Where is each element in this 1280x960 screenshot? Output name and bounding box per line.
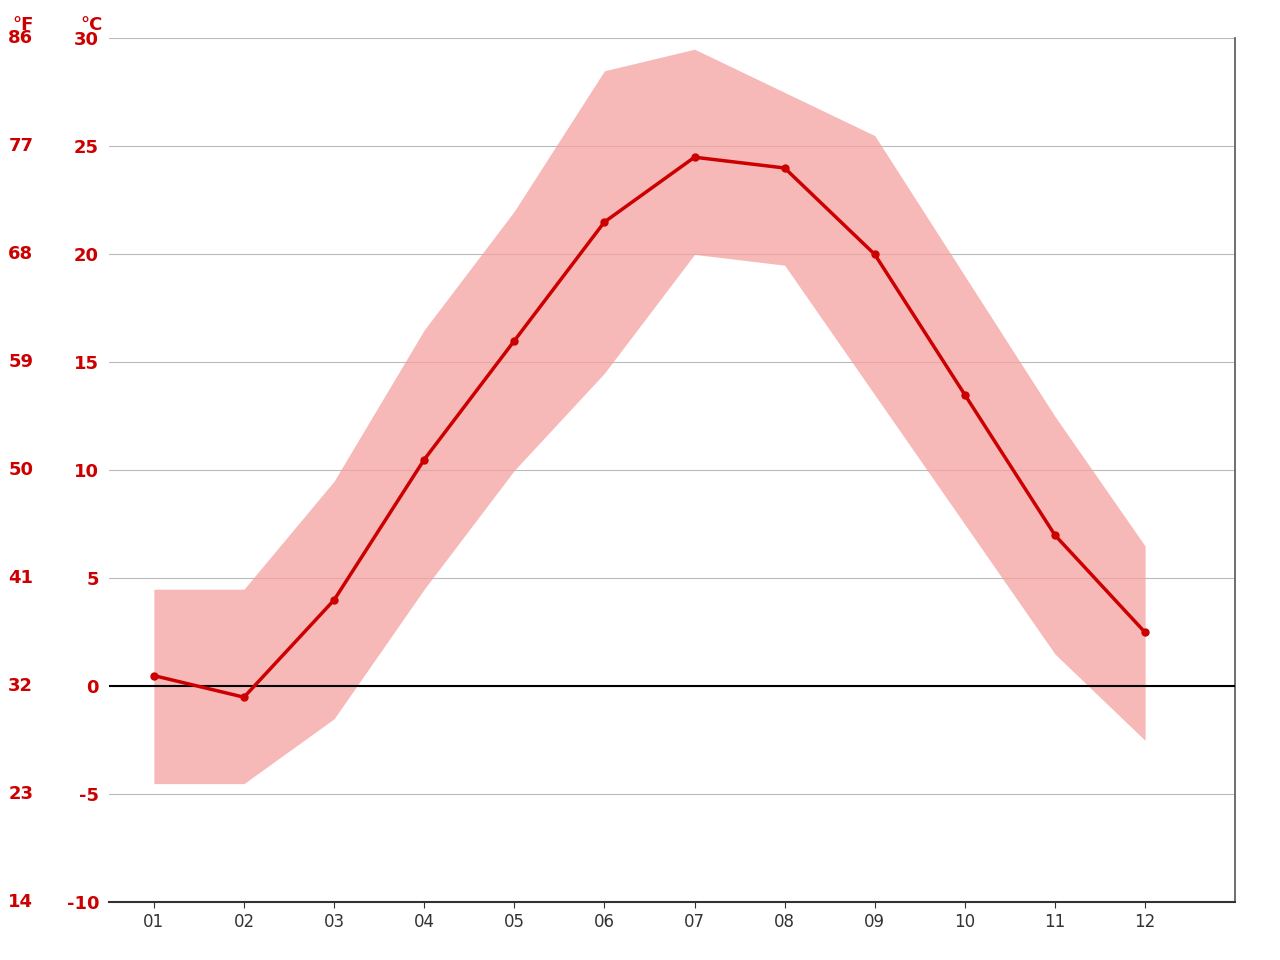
Text: 68: 68 — [8, 246, 33, 263]
Text: °C: °C — [81, 15, 102, 34]
Text: 14: 14 — [8, 894, 33, 911]
Text: 59: 59 — [8, 353, 33, 372]
Text: °F: °F — [12, 15, 33, 34]
Text: 32: 32 — [8, 678, 33, 695]
Text: 50: 50 — [8, 462, 33, 479]
Text: 77: 77 — [8, 137, 33, 156]
Text: 23: 23 — [8, 785, 33, 804]
Text: 41: 41 — [8, 569, 33, 588]
Text: 86: 86 — [8, 30, 33, 47]
